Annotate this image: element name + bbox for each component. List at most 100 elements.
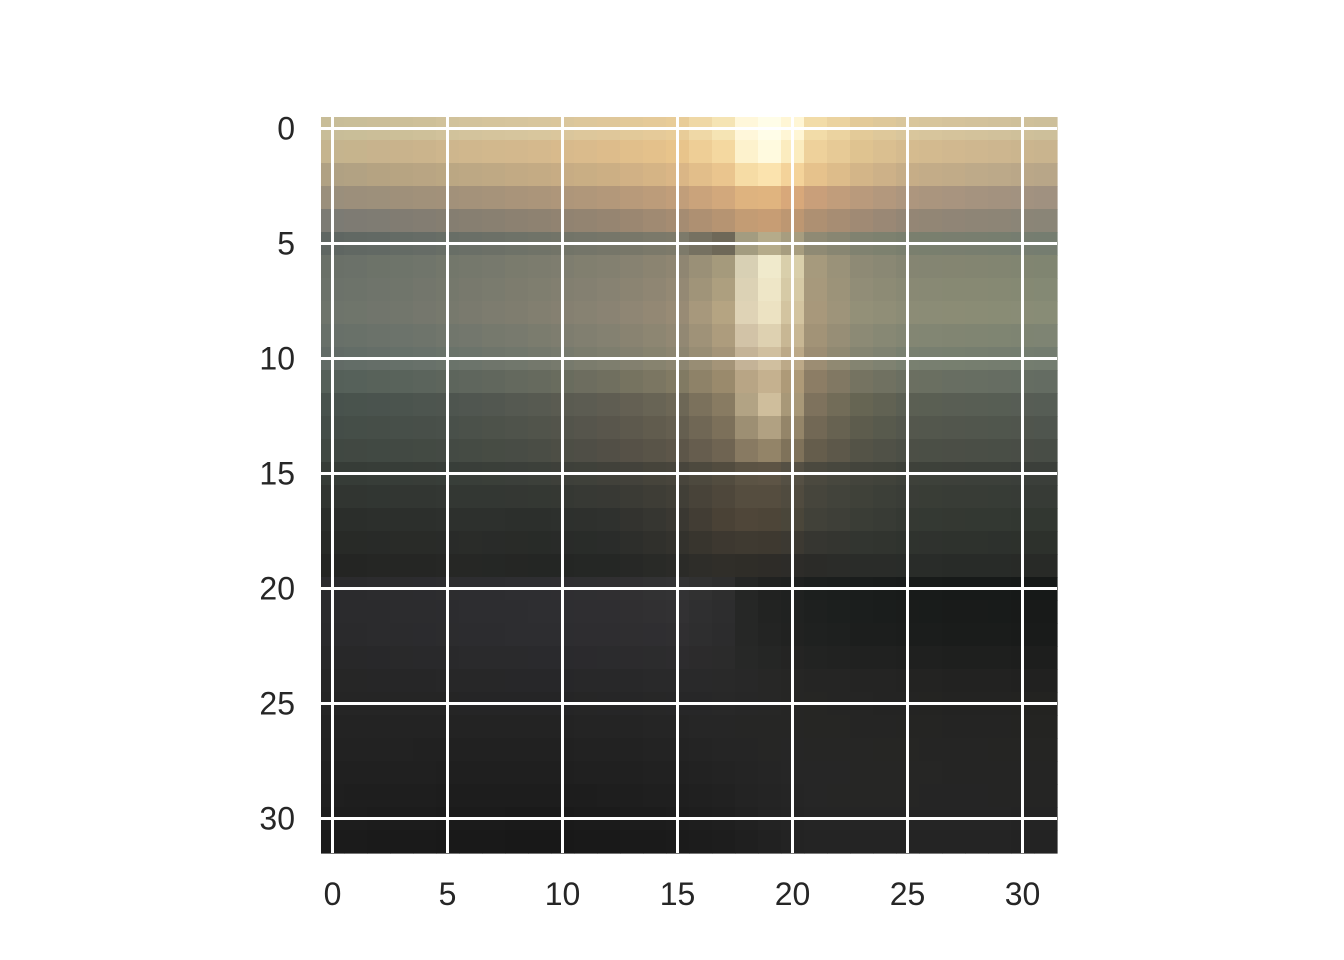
heatmap-cell	[505, 439, 529, 463]
heatmap-cell	[735, 830, 759, 854]
heatmap-cell	[942, 485, 966, 509]
heatmap-cell	[942, 738, 966, 762]
heatmap-cell	[689, 554, 713, 578]
heatmap-cell	[505, 163, 529, 187]
heatmap-cell	[390, 140, 414, 164]
heatmap-cell	[712, 554, 736, 578]
heatmap-cell	[689, 278, 713, 302]
heatmap-cell	[988, 830, 1012, 854]
heatmap-cell	[942, 646, 966, 670]
heatmap-cell	[574, 830, 598, 854]
heatmap-cell	[459, 715, 483, 739]
heatmap-cell	[390, 416, 414, 440]
heatmap-cell	[597, 669, 621, 693]
heatmap-cell	[735, 393, 759, 417]
heatmap-cell	[482, 439, 506, 463]
heatmap-cell	[919, 209, 943, 233]
heatmap-cell	[942, 623, 966, 647]
heatmap-cell	[643, 416, 667, 440]
heatmap-cell	[712, 370, 736, 394]
heatmap-cell	[689, 485, 713, 509]
heatmap-cell	[367, 186, 391, 210]
heatmap-cell	[459, 255, 483, 279]
heatmap-cell	[413, 439, 437, 463]
heatmap-cell	[505, 554, 529, 578]
heatmap-cell	[827, 830, 851, 854]
heatmap-cell	[643, 784, 667, 808]
heatmap-cell	[344, 255, 368, 279]
heatmap-cell	[413, 209, 437, 233]
heatmap-cell	[620, 830, 644, 854]
heatmap-cell	[620, 508, 644, 532]
heatmap-cell	[919, 669, 943, 693]
heatmap-cell	[574, 669, 598, 693]
heatmap-cell	[850, 416, 874, 440]
heatmap-cell	[1034, 508, 1058, 532]
heatmap-cell	[712, 715, 736, 739]
heatmap-cell	[804, 784, 828, 808]
heatmap-cell	[505, 508, 529, 532]
heatmap-cell	[574, 600, 598, 624]
heatmap-cell	[620, 140, 644, 164]
heatmap-cell	[367, 830, 391, 854]
heatmap-cell	[689, 738, 713, 762]
heatmap-cell	[758, 255, 782, 279]
heatmap-cell	[643, 485, 667, 509]
heatmap-cell	[873, 324, 897, 348]
heatmap-cell	[850, 738, 874, 762]
heatmap-cell	[942, 278, 966, 302]
heatmap-cell	[735, 623, 759, 647]
heatmap-cell	[758, 393, 782, 417]
heatmap-cell	[597, 485, 621, 509]
heatmap-cell	[873, 738, 897, 762]
heatmap-cell	[459, 554, 483, 578]
heatmap-cell	[620, 646, 644, 670]
heatmap-cell	[505, 761, 529, 785]
heatmap-cell	[367, 554, 391, 578]
heatmap-cell	[804, 439, 828, 463]
heatmap-cell	[804, 278, 828, 302]
heatmap-cell	[482, 301, 506, 325]
heatmap-cell	[459, 439, 483, 463]
heatmap-cell	[827, 209, 851, 233]
heatmap-cell	[505, 324, 529, 348]
heatmap-cell	[390, 508, 414, 532]
heatmap-cell	[505, 646, 529, 670]
heatmap-cell	[528, 531, 552, 555]
heatmap-cell	[712, 600, 736, 624]
heatmap-cell	[988, 485, 1012, 509]
heatmap-cell	[367, 393, 391, 417]
heatmap-cell	[919, 646, 943, 670]
heatmap-cell	[850, 554, 874, 578]
heatmap-cell	[712, 140, 736, 164]
heatmap-cell	[620, 255, 644, 279]
heatmap-cell	[390, 209, 414, 233]
heatmap-cell	[574, 738, 598, 762]
heatmap-cell	[413, 669, 437, 693]
heatmap-cell	[942, 393, 966, 417]
heatmap-cell	[689, 416, 713, 440]
heatmap-cell	[965, 416, 989, 440]
heatmap-cell	[988, 554, 1012, 578]
heatmap-cell	[827, 600, 851, 624]
heatmap-cell	[712, 439, 736, 463]
heatmap-cell	[413, 554, 437, 578]
heatmap-cell	[735, 140, 759, 164]
heatmap-cell	[528, 761, 552, 785]
heatmap-cell	[689, 761, 713, 785]
heatmap-cell	[850, 600, 874, 624]
heatmap-cell	[919, 761, 943, 785]
heatmap-cell	[344, 508, 368, 532]
heatmap-cell	[827, 508, 851, 532]
y-tick-label: 25	[259, 686, 295, 722]
heatmap-cell	[827, 163, 851, 187]
heatmap-cell	[988, 301, 1012, 325]
heatmap-cell	[620, 623, 644, 647]
heatmap-cell	[1034, 669, 1058, 693]
heatmap-cell	[367, 140, 391, 164]
heatmap-cell	[735, 255, 759, 279]
heatmap-cell	[804, 646, 828, 670]
heatmap-cell	[344, 623, 368, 647]
heatmap-cell	[735, 163, 759, 187]
heatmap-cell	[367, 646, 391, 670]
